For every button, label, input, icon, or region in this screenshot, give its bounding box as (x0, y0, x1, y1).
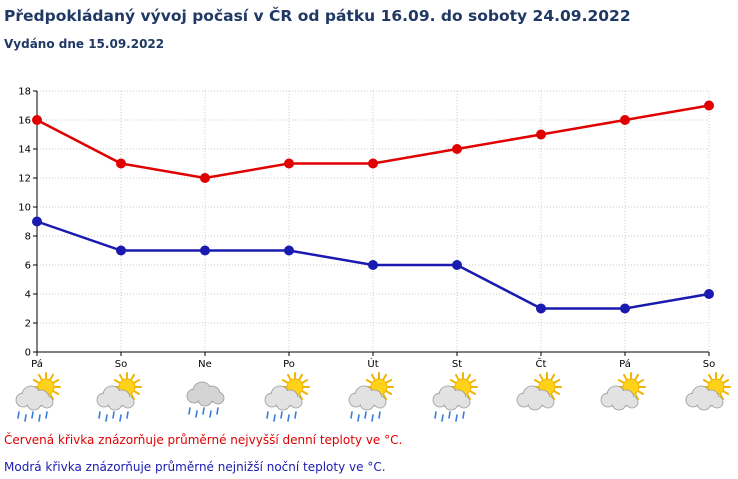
x-tick-label: St (452, 359, 462, 370)
sun-cloud-rain-icon (96, 372, 142, 422)
min-temp-point (368, 260, 378, 270)
min-temp-point (116, 245, 126, 256)
sun-cloud-icon (600, 372, 646, 411)
min-temp-point (704, 289, 714, 299)
chart-title: Předpokládaný vývoj počasí v ČR od pátku… (4, 7, 631, 25)
x-tick-label: So (115, 359, 127, 370)
y-tick-label: 16 (18, 116, 31, 127)
sun-cloud-icon (685, 372, 731, 411)
y-tick-label: 10 (18, 203, 31, 214)
min-temp-point (32, 216, 42, 227)
y-tick-label: 2 (25, 319, 31, 330)
y-tick-label: 6 (25, 261, 31, 272)
x-tick-label: Po (283, 359, 295, 370)
min-temp-point (200, 245, 210, 256)
min-temp-point (536, 303, 546, 314)
red-curve-note: Červená křivka znázorňuje průměrné nejvy… (4, 433, 403, 447)
min-temp-point (620, 303, 630, 314)
sun-cloud-rain-icon (15, 372, 61, 422)
x-tick-label: Ne (198, 359, 212, 370)
max-temp-point (116, 158, 126, 169)
issued-date: Vydáno dne 15.09.2022 (4, 37, 165, 51)
temperature-chart: 0 2 4 6 8 10 12 14 16 18 Pá So Ne Po Út St Čt Pá So (15, 87, 731, 422)
x-tick-label: Pá (31, 358, 43, 370)
y-tick-label: 18 (18, 87, 31, 98)
max-temp-point (32, 115, 42, 125)
x-tick-label: Pá (619, 358, 631, 370)
sun-cloud-icon (516, 372, 562, 411)
blue-curve-note: Modrá křivka znázorňuje průměrné nejnižš… (4, 460, 386, 474)
min-temp-point (284, 245, 294, 256)
x-tick-label: Út (367, 357, 378, 370)
y-tick-label: 4 (25, 290, 31, 301)
max-temp-point (452, 144, 462, 154)
y-tick-label: 0 (25, 348, 31, 359)
x-tick-label: So (703, 359, 715, 370)
max-temp-point (368, 158, 378, 169)
y-tick-label: 8 (25, 232, 31, 243)
sun-cloud-rain-icon (348, 372, 394, 422)
cloud-rain-icon (186, 381, 225, 418)
sun-cloud-rain-icon (432, 372, 478, 422)
max-temp-point (284, 158, 294, 169)
x-tick-label: Čt (536, 357, 547, 370)
max-temp-point (200, 173, 210, 183)
max-temp-point (620, 115, 630, 125)
y-tick-label: 12 (18, 174, 31, 185)
y-tick-label: 14 (18, 145, 31, 156)
max-temp-point (704, 100, 714, 111)
min-temp-point (452, 260, 462, 270)
sun-cloud-rain-icon (264, 372, 310, 422)
max-temp-point (536, 129, 546, 140)
